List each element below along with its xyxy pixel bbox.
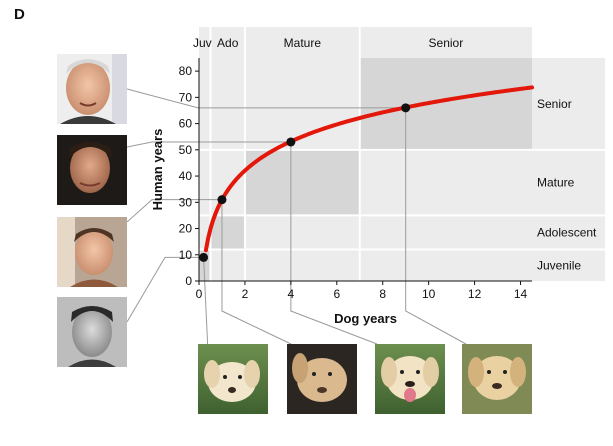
connector-human-mature <box>126 141 291 148</box>
connector-dog-juvenile <box>203 257 209 345</box>
human-stage-label-juvenile: Juvenile <box>537 258 581 272</box>
dog-stage-band <box>199 27 532 58</box>
stage-region-ado <box>210 215 245 250</box>
puppy-photo <box>198 344 268 414</box>
human-adolescent-photo <box>57 217 127 287</box>
point-adolescent <box>217 195 227 205</box>
axes: 0 10 20 30 40 50 60 70 80 0 2 4 6 8 10 12 14 Dog years Hum… <box>150 58 532 326</box>
aging-curve-line <box>203 85 534 253</box>
x-tick-label: 0 <box>196 287 203 301</box>
dog-stage-label-juv: Juv <box>193 36 212 50</box>
human-stage-label-senior: Senior <box>537 97 572 111</box>
senior-dog-photo <box>462 344 532 414</box>
y-axis-label: Human years <box>150 129 165 211</box>
connector-dog-adolescent <box>221 199 292 345</box>
highlighted-points <box>199 103 411 262</box>
x-tick-label: 12 <box>468 287 482 301</box>
young-dog-photo <box>287 344 357 414</box>
x-tick-label: 8 <box>379 287 386 301</box>
y-tick-label: 50 <box>179 143 193 157</box>
aging-curve <box>203 85 534 253</box>
x-tick-label: 4 <box>288 287 295 301</box>
panel-label: D <box>14 6 25 23</box>
human-stage-label-mature: Mature <box>537 176 575 190</box>
connector-human-juvenile <box>126 256 204 323</box>
y-tick-label: 60 <box>179 117 193 131</box>
human-juvenile-photo <box>57 297 127 367</box>
point-mature <box>286 137 296 147</box>
y-tick-label: 80 <box>179 64 193 78</box>
human-stage-band <box>532 58 605 281</box>
stage-region-mature <box>244 149 360 216</box>
adult-dog-photo <box>375 344 445 414</box>
human-stage-label-adolescent: Adolescent <box>537 225 597 239</box>
y-tick-label: 40 <box>179 169 193 183</box>
y-tick-label: 30 <box>179 195 193 209</box>
connector-dog-senior <box>405 107 467 345</box>
stage-labels: Juv Ado Mature Senior Juvenile Adolescent Matu… <box>193 36 597 272</box>
y-tick-label: 10 <box>179 248 193 262</box>
y-tick-label: 70 <box>179 90 193 104</box>
stage-region-senior <box>359 58 532 150</box>
point-juvenile <box>199 252 209 262</box>
y-tick-label: 0 <box>185 274 192 288</box>
x-tick-label: 6 <box>333 287 340 301</box>
connector-dog-mature <box>290 141 378 345</box>
x-tick-label: 2 <box>242 287 249 301</box>
y-tick-label: 20 <box>179 222 193 236</box>
x-tick-label: 14 <box>514 287 528 301</box>
point-senior <box>401 103 411 113</box>
life-stage-regions <box>199 27 605 281</box>
connector-human-senior <box>126 88 406 109</box>
x-tick-label: 10 <box>422 287 436 301</box>
dog-stage-label-senior: Senior <box>429 36 464 50</box>
dog-stage-label-mature: Mature <box>284 36 322 50</box>
dog-stage-label-ado: Ado <box>217 36 239 50</box>
human-mature-photo <box>57 135 127 205</box>
x-axis-label: Dog years <box>334 311 397 326</box>
stage-region-juv <box>199 249 211 281</box>
human-senior-photo <box>57 54 127 124</box>
